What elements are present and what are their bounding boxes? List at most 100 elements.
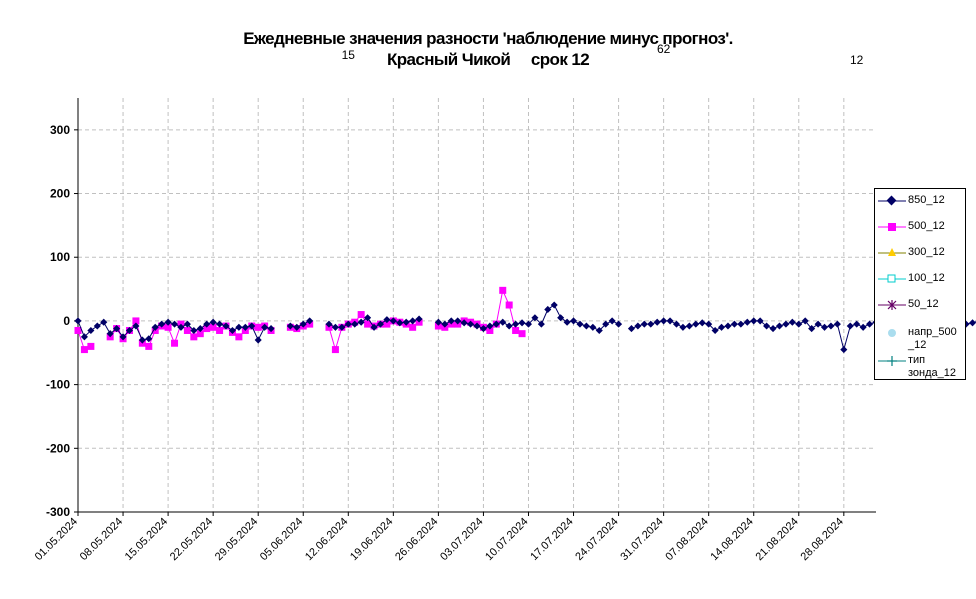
point-850 [524,320,533,328]
point-500 [409,323,417,331]
point-500 [331,346,339,354]
point-850 [151,323,159,331]
x-tick-label: 28.08.2024 [799,516,846,563]
legend-label-500: 500_12 [908,220,945,232]
legend-item-sonde: тип зонда_12 [875,351,967,381]
data-label: 15 [342,48,356,62]
y-tick-label: -300 [46,505,70,519]
point-500 [357,311,365,319]
point-850 [550,301,558,309]
point-850 [209,318,217,326]
point-850 [370,323,378,331]
legend-item-500: 500_12 [875,217,967,241]
x-tick-label: 14.08.2024 [708,516,755,563]
point-850 [853,320,861,328]
point-850 [531,314,539,322]
point-850 [569,317,578,325]
point-850 [203,320,211,328]
point-500 [505,301,513,309]
point-850 [763,322,771,330]
point-850 [222,322,230,330]
point-850 [595,326,603,335]
x-tick-label: 12.06.2024 [303,516,350,563]
point-850 [106,330,114,338]
point-500 [254,323,262,331]
point-850 [473,322,481,330]
point-850 [132,322,140,330]
legend: 850_12 500_12 300_12 100_12 50_12 напр_5… [874,188,966,380]
point-850 [968,319,976,327]
point-850 [820,323,829,331]
x-tick-label: 17.07.2024 [528,516,575,563]
point-850 [685,322,693,330]
point-850 [737,320,745,328]
point-850 [743,318,751,326]
point-850 [672,320,681,328]
point-850 [679,323,687,331]
point-500 [235,333,243,341]
x-tick-label: 19.06.2024 [348,516,395,563]
point-850 [396,319,404,327]
x-tick-label: 15.05.2024 [123,516,170,563]
point-850 [730,320,738,328]
point-850 [775,322,784,330]
legend-label-850: 850_12 [908,194,945,206]
point-850 [808,325,816,333]
point-850 [228,326,236,335]
point-850 [711,326,719,335]
point-850 [576,320,584,328]
point-850 [125,326,134,335]
data-label: 12 [850,53,864,67]
point-850 [364,314,372,322]
point-850 [164,318,172,326]
point-850 [383,316,391,324]
point-850 [344,320,352,328]
y-tick-label: -100 [46,378,70,392]
point-850 [859,323,867,331]
point-850 [402,318,410,326]
point-850 [93,322,101,330]
point-850 [241,323,249,331]
point-850 [248,322,256,330]
x-tick-label: 08.05.2024 [78,516,125,563]
point-850 [351,320,359,328]
point-850 [544,305,552,313]
point-850 [467,320,475,328]
point-850 [261,323,269,331]
point-850 [589,323,597,331]
point-500 [216,326,224,334]
x-tick-label: 03.07.2024 [438,516,485,563]
point-850 [692,320,700,328]
x-tick-label: 26.06.2024 [393,516,440,563]
point-850 [113,325,121,333]
legend-label-napr500: напр_500 _12 [908,326,957,351]
point-500 [499,286,507,294]
point-850 [698,319,706,327]
point-850 [80,333,88,341]
point-850 [505,322,513,330]
data-label: 62 [657,42,671,56]
point-850 [267,325,275,333]
point-850 [441,320,449,328]
point-850 [447,317,455,325]
legend-label-sonde: тип зонда_12 [908,354,957,379]
point-850 [177,323,185,331]
point-850 [299,320,307,328]
point-850 [434,318,442,326]
point-850 [216,320,224,328]
point-500 [209,323,217,331]
point-850 [833,320,841,328]
point-500 [518,330,526,338]
point-850 [653,318,661,326]
legend-item-50: 50_12 [875,295,967,319]
point-850 [627,325,635,333]
point-850 [756,317,764,325]
legend-item-napr500: напр_500 _12 [875,323,967,353]
point-500 [80,346,88,354]
legend-item-100: 100_12 [875,269,967,293]
point-850 [750,317,758,325]
point-850 [724,322,732,330]
point-850 [325,320,333,328]
point-850 [788,318,796,326]
